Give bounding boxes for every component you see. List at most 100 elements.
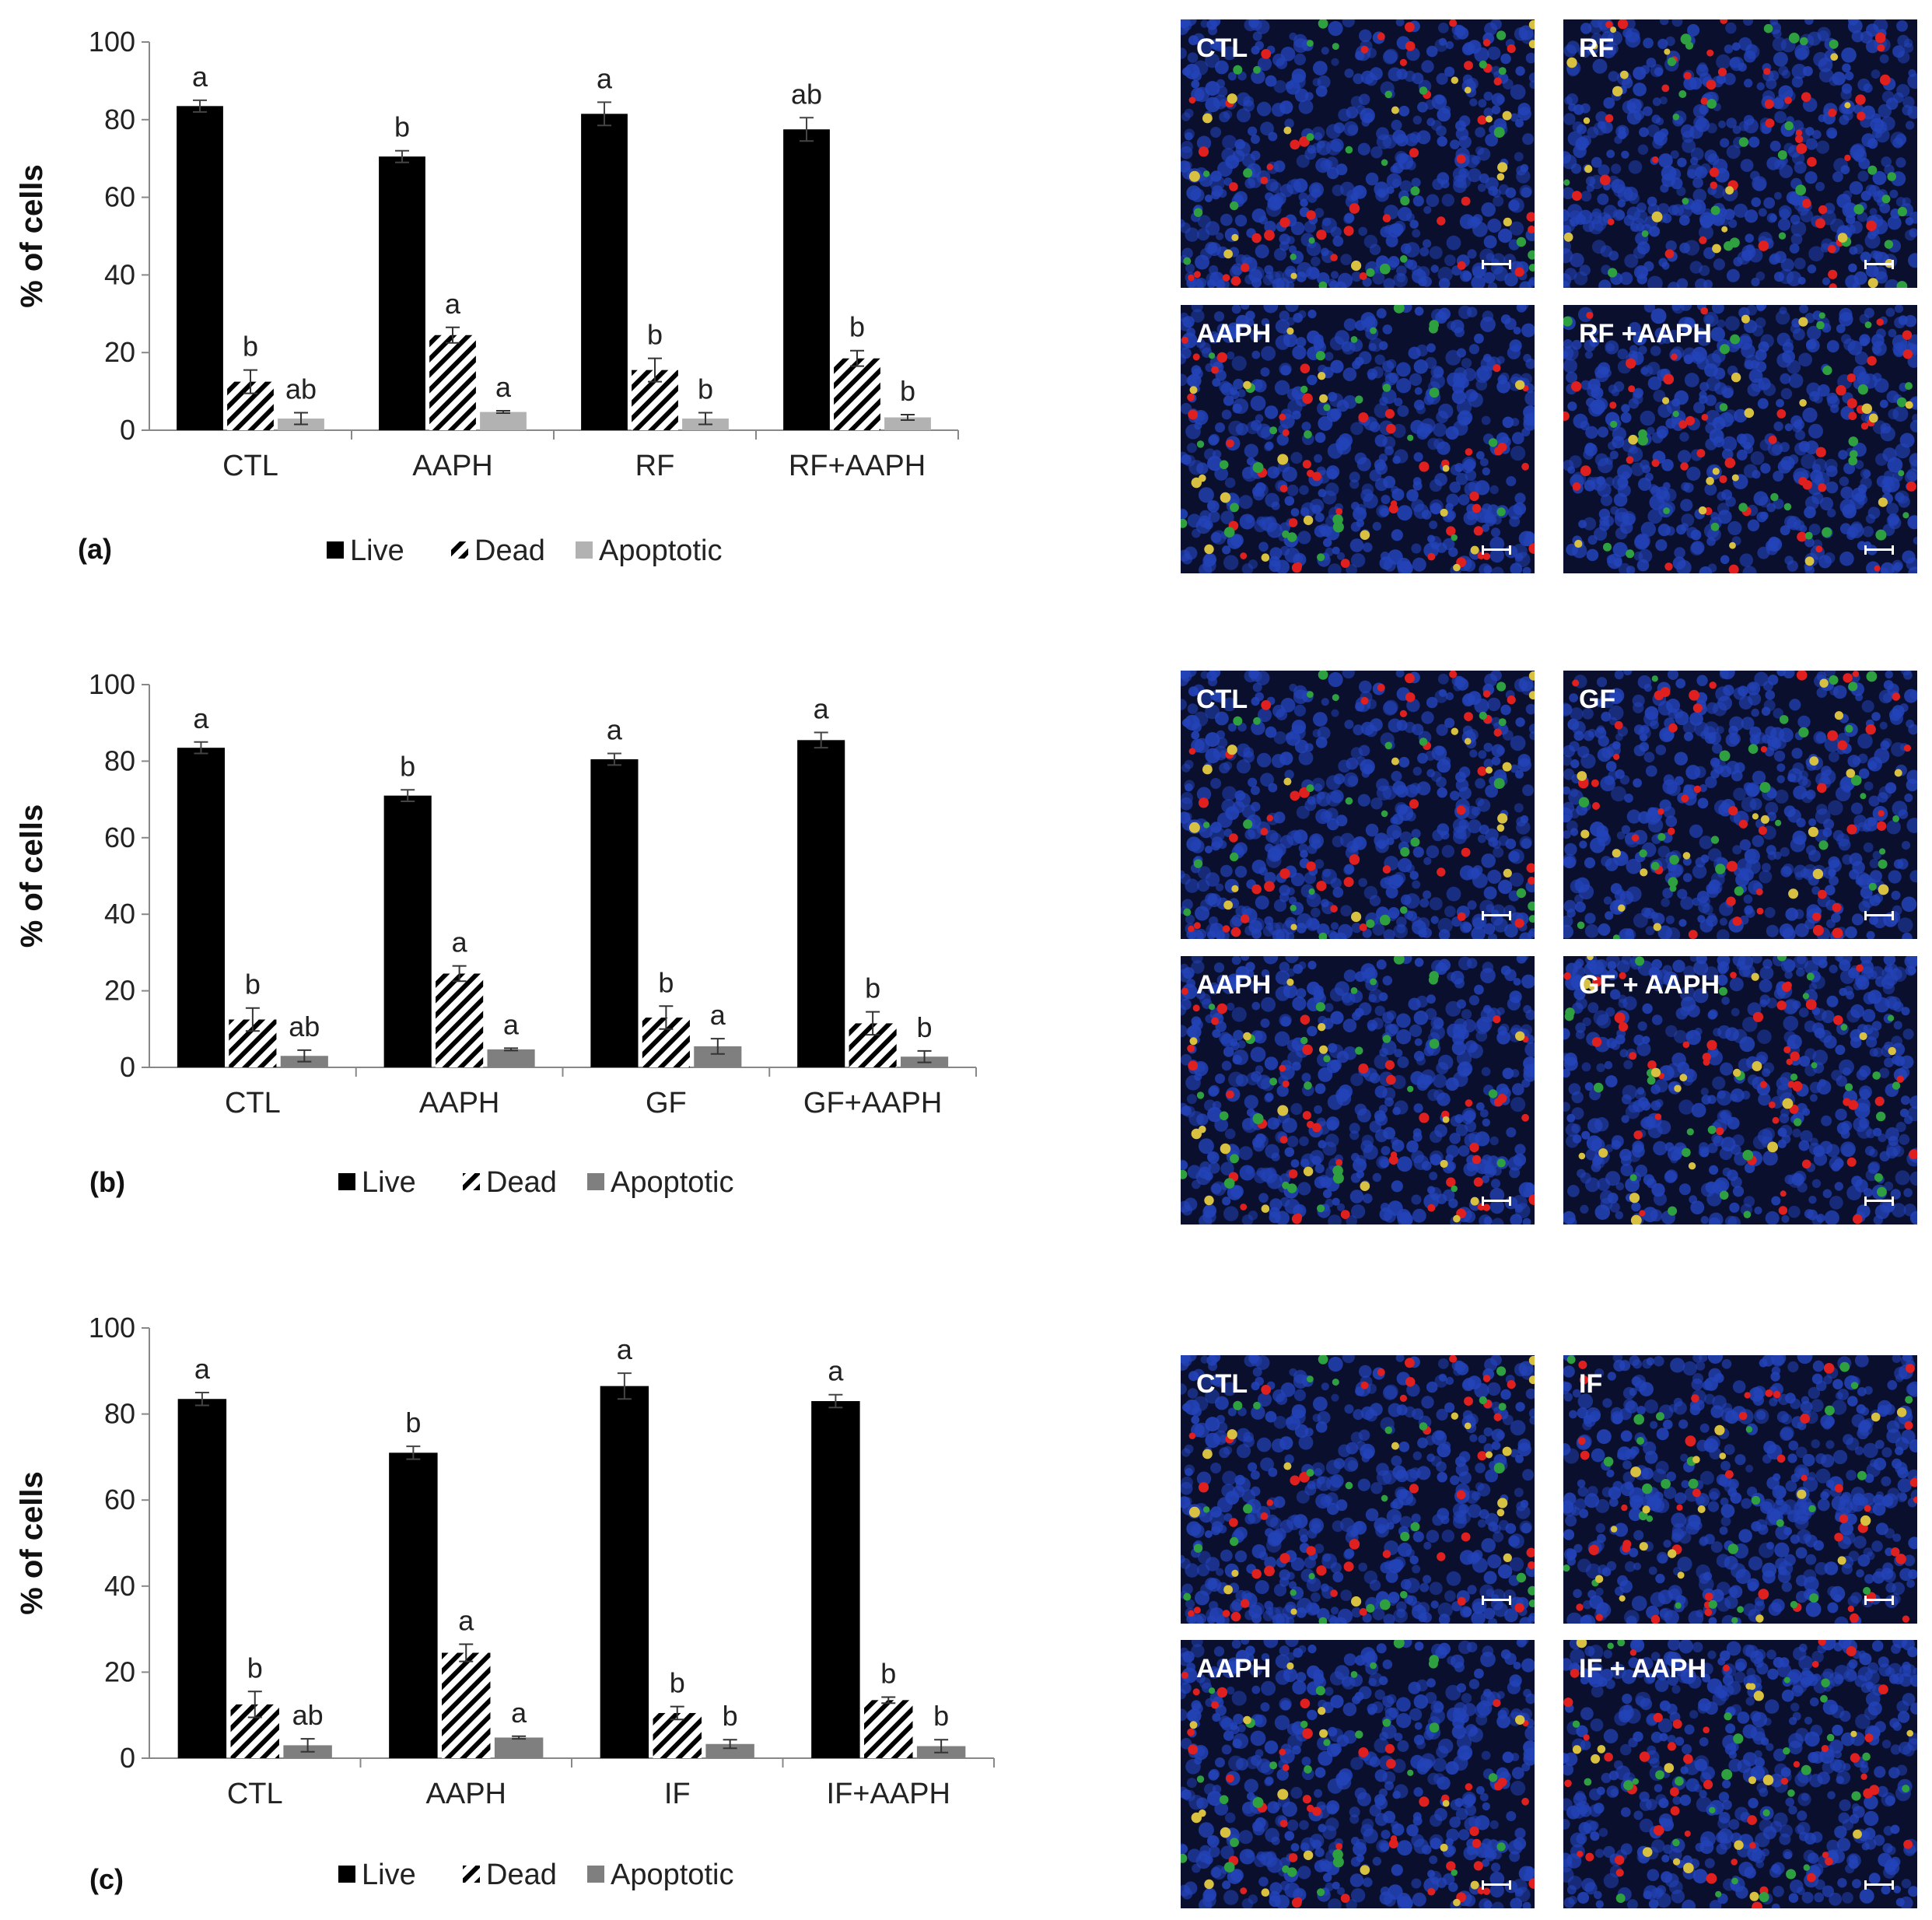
cell-dot [1213,962,1225,973]
cell-dot [1822,366,1832,376]
cell-dot [1726,268,1740,282]
cell-dot [1396,362,1411,377]
cell-dot [1318,415,1333,431]
cell-dot [1590,822,1605,837]
cell-dot [1790,324,1801,334]
cell-dot [1740,159,1754,173]
cell-dot [1219,460,1229,470]
cell-dot [1260,773,1274,787]
cell-dot [1447,972,1456,982]
cell-dot [1797,531,1807,542]
cell-dot [1804,171,1818,184]
cell-dot [1412,477,1422,486]
cell-dot [1376,134,1392,149]
cell-dot [1682,198,1689,205]
cell-dot [1591,328,1599,336]
scale-bar [1482,911,1511,920]
cell-dot [1196,135,1212,150]
cell-dot [1181,1105,1192,1116]
cell-dot [1202,170,1210,177]
cell-dot [1204,1195,1214,1206]
cell-dot [1451,727,1458,735]
cell-dot [1607,961,1617,971]
cell-dot [1563,830,1571,839]
cell-dot [1596,476,1605,485]
cell-dot [1583,517,1597,531]
cell-dot [1411,829,1421,839]
cell-dot [1818,889,1827,899]
cell-dot [1827,395,1840,408]
cell-dot [1234,790,1246,801]
cell-dot [1615,210,1626,220]
cell-dot [1661,261,1670,270]
cell-dot [1647,196,1657,207]
cell-dot [1622,28,1633,38]
cell-dot [1758,341,1769,352]
cell-dot [1243,380,1251,390]
cell-dot [1861,699,1874,713]
cell-dot [1412,229,1421,238]
cell-dot [1715,864,1726,874]
cell-dot [1867,817,1877,827]
cell-dot [1250,395,1266,412]
cell-dot [1491,756,1501,766]
cell-dot [1436,542,1447,553]
cell-dot [1727,860,1738,872]
cell-dot [1496,173,1505,181]
significance-letter: a [193,702,209,734]
cell-dot [1264,881,1275,892]
cell-dot [1377,683,1385,692]
cell-dot [1279,310,1290,321]
cell-dot [1853,815,1867,828]
cell-dot [1222,328,1237,343]
cell-dot [1286,830,1302,846]
cell-dot [1248,825,1262,839]
cell-dot [1628,434,1638,445]
cell-dot [1777,218,1791,231]
cell-dot [1186,836,1202,852]
cell-dot [1311,184,1321,194]
cell-dot [1600,1189,1614,1204]
cell-dot [1367,1023,1376,1032]
cell-dot [1584,1082,1594,1091]
cell-dot [1570,707,1584,721]
cell-dot [1647,807,1657,816]
cell-dot [1468,995,1479,1006]
cell-dot [1727,520,1742,535]
cell-dot [1233,1049,1249,1065]
cell-dot [1726,145,1741,159]
cell-dot [1412,1128,1422,1137]
significance-letter: ab [289,1011,320,1042]
cell-dot [1846,214,1856,225]
cell-dot [1254,1030,1267,1044]
cell-dot [1510,418,1520,426]
cell-dot [1479,60,1487,68]
cell-dot [1386,423,1396,434]
cell-dot [1725,186,1734,195]
cell-dot [1304,743,1314,752]
cell-dot [1591,779,1599,787]
cell-dot [1831,913,1841,923]
cell-dot [1837,233,1848,243]
cell-dot [1314,513,1325,523]
micrograph-rf-aaph: RF +AAPH [1563,305,1917,573]
cell-dot [1893,1021,1902,1030]
cell-dot [1182,967,1195,979]
cell-dot [1231,1007,1247,1022]
cell-dot [1564,96,1573,105]
cell-dot [1279,1136,1288,1144]
cell-dot [1798,727,1809,738]
cell-dot [1717,695,1732,711]
cell-dot [1609,450,1619,460]
y-tick-label: 20 [104,1655,135,1687]
cell-dot [1607,218,1615,226]
cell-dot [1318,1023,1326,1032]
cell-dot [1374,478,1388,492]
cell-dot [1453,1214,1461,1223]
cell-dot [1851,30,1864,43]
cell-dot [1207,331,1220,344]
cell-dot [1412,920,1426,935]
cell-dot [1865,724,1876,735]
cell-dot [1188,822,1200,833]
cell-dot [1815,447,1826,457]
